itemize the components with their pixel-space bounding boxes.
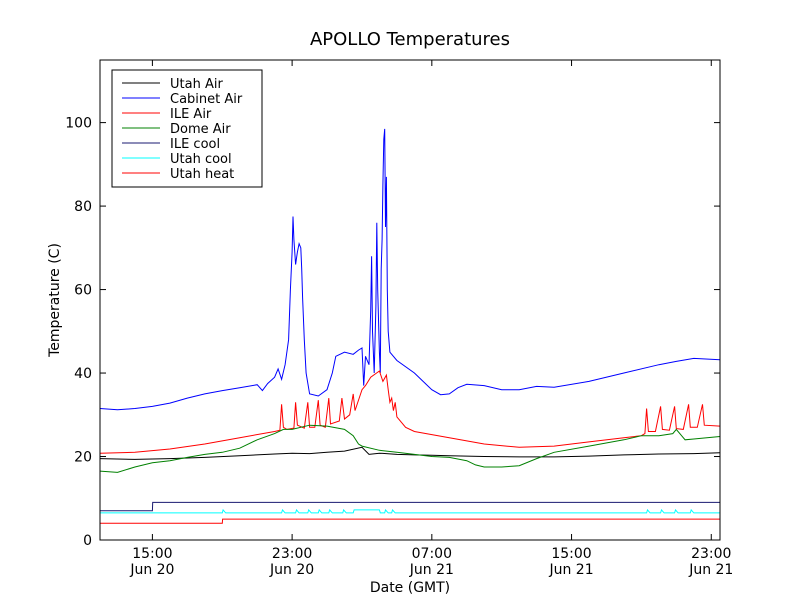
y-tick-label: 20 [74, 450, 92, 466]
legend-label-ile-cool: ILE cool [170, 137, 220, 152]
x-tick-label-time: 15:00 [551, 546, 591, 562]
x-axis-title: Date (GMT) [370, 580, 450, 596]
legend-label-utah-cool: Utah cool [170, 152, 232, 167]
series-line-utah-heat [100, 518, 720, 524]
x-tick-label-date: Jun 21 [548, 562, 593, 578]
x-tick-label-date: Jun 21 [409, 562, 454, 578]
y-tick-label: 100 [65, 116, 92, 132]
series-line-utah-cool [100, 508, 720, 514]
series-line-cabinet-air [99, 128, 721, 411]
x-tick-label-date: Jun 20 [129, 562, 174, 578]
series-layer [99, 128, 721, 524]
x-tick-label-time: 15:00 [132, 546, 172, 562]
legend-label-ile-air: ILE Air [170, 107, 212, 122]
chart-title: APOLLO Temperatures [310, 29, 510, 50]
legend-label-dome-air: Dome Air [170, 122, 231, 137]
plot-frame [99, 59, 721, 541]
y-tick-label: 40 [74, 366, 92, 382]
series-line-ile-cool [100, 501, 720, 512]
y-tick-label: 0 [83, 533, 92, 549]
y-tick-label: 80 [74, 199, 92, 215]
x-tick-label-time: 23:00 [691, 546, 731, 562]
y-tick-label: 60 [74, 283, 92, 299]
x-tick-label-date: Jun 20 [269, 562, 314, 578]
legend-label-utah-heat: Utah heat [170, 167, 234, 182]
x-tick-label-time: 07:00 [412, 546, 452, 562]
legend-label-utah-air: Utah Air [170, 77, 223, 92]
x-tick-label-date: Jun 21 [688, 562, 733, 578]
series-line-ile-air [99, 370, 721, 454]
y-axis-title: Temperature (C) [47, 243, 63, 358]
series-line-dome-air [99, 424, 721, 473]
x-tick-label-time: 23:00 [272, 546, 312, 562]
legend-label-cabinet-air: Cabinet Air [170, 92, 243, 107]
series-line-utah-air [99, 446, 721, 460]
